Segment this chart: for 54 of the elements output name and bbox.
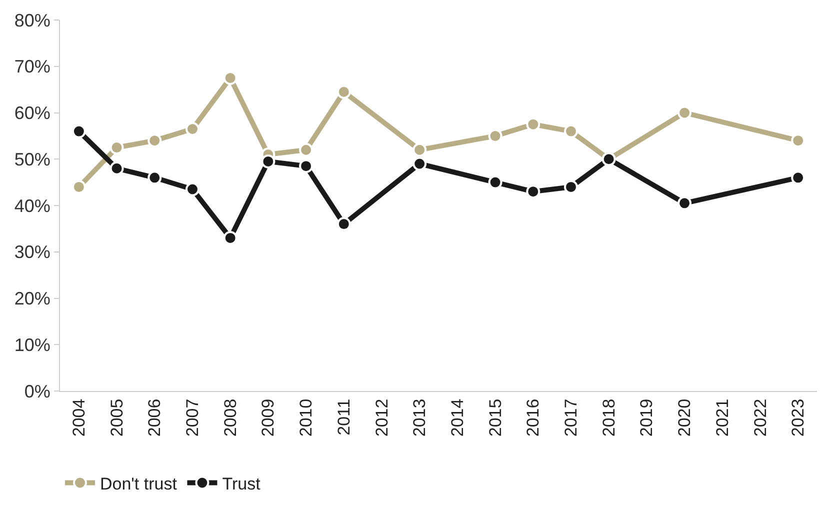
x-tick-label: 2011 [334,398,354,436]
x-tick-label: 2023 [788,398,808,437]
point [110,161,124,176]
point [299,142,314,157]
point [791,134,806,148]
x-tick-label: 2004 [69,398,88,437]
y-tick-label: 80% [14,10,50,30]
x-tick-label: 2006 [145,398,164,437]
y-tick-label: 40% [14,196,50,216]
x-tick-label: 2005 [107,398,126,437]
point [412,142,427,157]
point [299,159,314,174]
point [110,140,124,155]
x-tick-label: 2020 [675,398,694,437]
y-tick-label: 50% [14,149,50,170]
x-tick-label: 2016 [524,398,543,437]
point [678,106,692,120]
point [412,156,427,171]
point [185,182,200,196]
y-tick-label: 70% [14,56,50,77]
point [564,124,578,138]
point [336,84,351,99]
point [526,117,540,132]
point [564,180,578,194]
x-tick-label: 2018 [599,398,618,437]
x-tick-label: 2017 [562,398,581,437]
point [488,175,502,190]
point [261,154,276,168]
y-tick-label: 30% [14,242,50,262]
point [148,134,162,148]
x-tick-label: 2021 [712,398,732,437]
x-tick-label: 2008 [220,398,240,437]
point [223,230,238,245]
x-tick-label: 2013 [410,398,430,437]
x-tick-label: 2014 [448,398,467,437]
x-tick-label: 2012 [372,398,392,437]
x-tick-label: 2022 [750,398,770,437]
x-tick-label: 2010 [296,398,316,437]
point [148,170,162,185]
point [185,122,200,136]
y-tick-label: 10% [14,334,50,355]
legend-label: Trust [222,474,261,494]
y-tick-label: 20% [14,288,50,309]
point [526,184,540,199]
y-tick-label: 0% [24,381,50,402]
x-tick-label: 2015 [486,398,505,437]
x-tick-label: 2019 [637,398,656,437]
x-tick-label: 2009 [258,398,278,437]
point [678,196,692,210]
legend-label: Don't trust [100,474,178,494]
y-tick-label: 60% [14,103,50,124]
point [791,170,806,185]
x-tick-label: 2007 [183,398,202,437]
point [72,124,86,138]
